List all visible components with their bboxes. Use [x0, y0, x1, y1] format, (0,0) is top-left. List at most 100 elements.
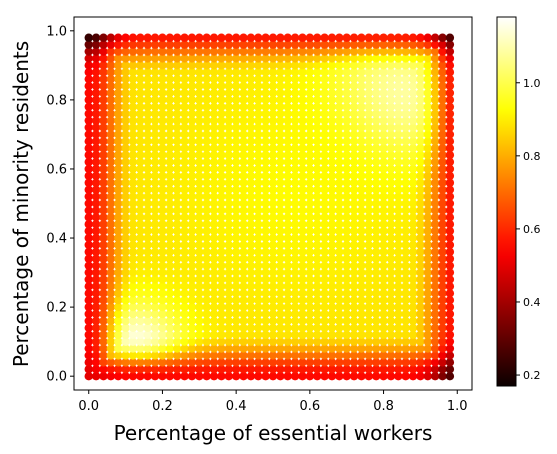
data-point: [416, 351, 425, 360]
data-point: [438, 171, 447, 181]
data-point: [158, 365, 167, 374]
data-point: [136, 316, 145, 326]
data-point: [165, 309, 175, 319]
data-point: [335, 171, 344, 181]
data-point: [239, 68, 248, 77]
data-point: [195, 371, 204, 381]
data-point: [254, 95, 263, 105]
data-point: [121, 220, 130, 229]
data-point: [327, 254, 337, 263]
data-point: [180, 296, 189, 305]
data-point: [342, 365, 351, 374]
data-point: [99, 150, 108, 160]
data-point: [357, 123, 366, 132]
data-point: [202, 365, 211, 374]
data-point: [91, 330, 101, 339]
data-point: [99, 47, 108, 56]
data-point: [423, 261, 432, 270]
data-point: [335, 337, 344, 346]
data-point: [394, 261, 403, 270]
data-point: [416, 323, 425, 333]
data-point: [357, 344, 366, 353]
data-point: [371, 309, 381, 319]
data-point: [394, 240, 403, 250]
data-point: [99, 226, 108, 236]
data-point: [128, 81, 138, 91]
data-point: [217, 68, 226, 77]
data-point: [165, 371, 175, 381]
data-point: [364, 240, 374, 250]
data-point: [438, 365, 447, 374]
data-point: [371, 344, 381, 353]
data-point: [231, 289, 241, 298]
data-point: [195, 220, 204, 229]
data-point: [202, 192, 211, 201]
data-point: [136, 102, 145, 112]
data-point: [408, 123, 418, 132]
data-point: [401, 192, 410, 201]
data-point: [217, 206, 226, 215]
data-point: [445, 344, 455, 353]
data-point: [158, 254, 167, 263]
data-point: [423, 337, 432, 346]
data-point: [371, 220, 381, 229]
data-point: [150, 61, 160, 70]
data-point: [335, 102, 344, 112]
data-point: [408, 254, 418, 263]
data-point: [106, 282, 116, 291]
data-point: [386, 185, 396, 194]
data-point: [224, 240, 233, 250]
data-point: [128, 178, 138, 187]
data-point: [121, 137, 130, 146]
data-point: [254, 54, 263, 63]
data-point: [401, 102, 410, 112]
data-point: [423, 95, 432, 105]
data-point: [84, 302, 93, 312]
data-point: [379, 371, 388, 381]
data-point: [84, 226, 93, 236]
data-point: [290, 323, 300, 333]
data-point: [114, 289, 123, 298]
data-point: [114, 171, 123, 181]
data-point: [172, 275, 182, 284]
data-point: [172, 337, 182, 346]
data-point: [430, 337, 440, 346]
data-point: [364, 302, 374, 312]
data-point: [136, 123, 145, 132]
data-point: [394, 282, 403, 291]
data-point: [136, 344, 145, 353]
data-point: [313, 40, 322, 49]
data-point: [99, 330, 108, 339]
data-point: [305, 192, 315, 201]
data-point: [91, 102, 101, 112]
data-point: [143, 337, 152, 346]
data-point: [371, 157, 381, 167]
data-point: [136, 302, 145, 312]
data-point: [371, 144, 381, 153]
data-point: [114, 95, 123, 105]
data-point: [408, 275, 418, 284]
data-point: [158, 233, 167, 243]
data-point: [364, 351, 374, 360]
data-point: [290, 192, 300, 201]
data-point: [423, 185, 432, 194]
data-point: [231, 185, 241, 194]
data-point: [386, 233, 396, 243]
data-point: [313, 365, 322, 374]
data-point: [349, 330, 359, 339]
data-point: [416, 47, 425, 56]
data-point: [364, 371, 374, 381]
data-point: [327, 74, 337, 84]
data-point: [276, 171, 285, 181]
data-point: [408, 33, 418, 42]
data-point: [254, 40, 263, 49]
data-point: [106, 199, 116, 208]
x-tick-label: 0.4: [226, 399, 247, 414]
data-point: [150, 81, 160, 91]
data-point: [165, 296, 175, 305]
data-point: [394, 185, 403, 194]
data-point: [143, 68, 152, 77]
data-point: [91, 351, 101, 360]
data-point: [187, 164, 197, 174]
data-point: [379, 268, 388, 277]
